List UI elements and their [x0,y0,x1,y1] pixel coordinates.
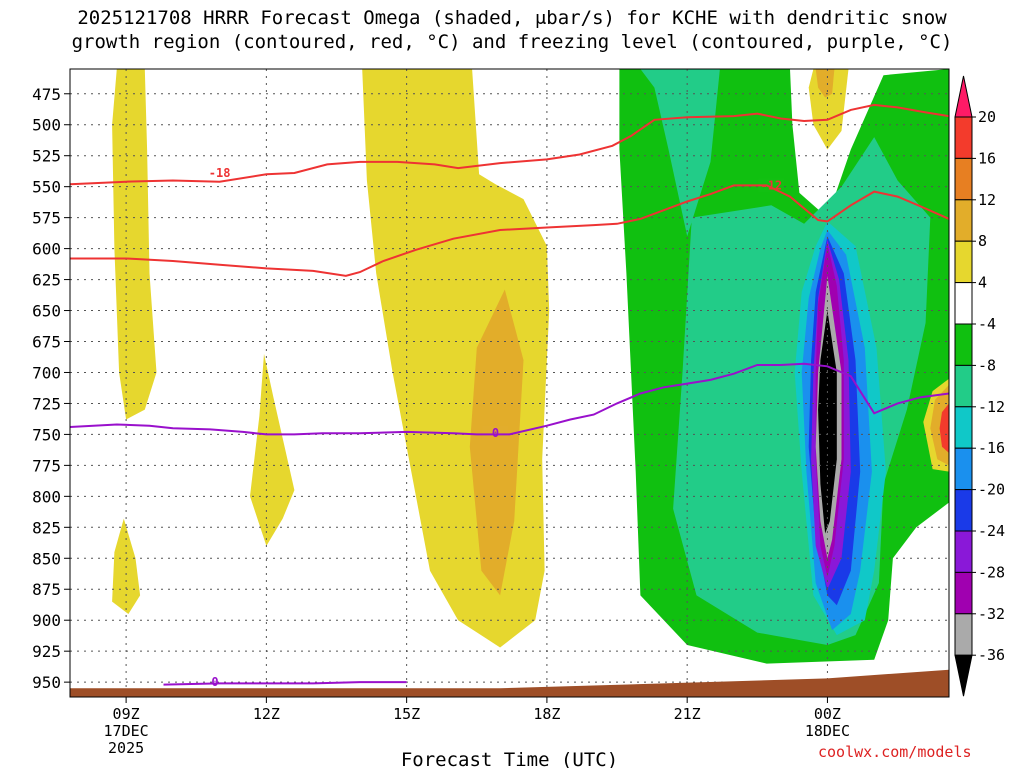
colorbar-label: 12 [978,191,996,209]
x-tick-label: 18Z [533,705,560,723]
colorbar-label: -8 [978,356,996,374]
colorbar-label: -28 [978,563,1005,581]
x-tick-label: 15Z [393,705,420,723]
y-tick-label: 950 [32,673,61,692]
omega-field: -18 -12 0 0 [70,69,949,697]
colorbar-box [954,364,973,408]
omega-region-yellow-ascent-12z [250,353,295,546]
colorbar-label: -12 [978,398,1005,416]
colorbar-label: -32 [978,605,1005,623]
colorbar-box [954,613,973,656]
x-tick-date: 17DEC [104,722,149,740]
omega-region-yellow-ascent-09z [112,69,157,420]
y-tick-label: 550 [32,178,61,197]
x-tick-label: 09Z [113,705,140,723]
colorbar-box [954,157,973,201]
x-tick-date: 18DEC [805,722,850,740]
y-tick-label: 850 [32,549,61,568]
plot-frame [69,68,950,698]
y-tick-label: 675 [32,333,61,352]
y-tick-label: 800 [32,487,61,506]
colorbar-box [954,323,973,366]
colorbar-label: -4 [978,315,996,333]
y-tick-label: 775 [32,456,61,475]
x-tick-label: 21Z [674,705,701,723]
x-tick-label: 12Z [253,705,280,723]
y-tick-label: 500 [32,116,61,135]
colorbar-label: 20 [978,108,996,126]
terrain-fill [70,669,949,697]
y-tick-label: 600 [32,240,61,259]
colorbar-box [954,116,973,159]
y-tick-label: 625 [32,271,61,290]
colorbar-box [954,199,973,242]
colorbar-label: 8 [978,232,987,250]
contour-label: -12 [760,178,782,192]
contour-label: 0 [492,426,499,440]
chart-title-line-1: 2025121708 HRRR Forecast Omega (shaded, … [77,7,947,29]
contour-label: 0 [211,675,218,689]
y-tick-label: 875 [32,580,61,599]
y-tick-label: 650 [32,302,61,321]
colorbar-box [954,571,973,615]
colorbar-bottom-arrow [954,654,973,697]
y-tick-label: 925 [32,642,61,661]
colorbar: 20 16 12 8 4 -4 -8 -12 -16 -20 -24 -28 -32 -36 [954,75,1005,697]
y-axis: 475 500 525 550 575 600 625 650 675 700 725 750 775 8… [32,85,70,692]
x-tick-year: 2025 [108,739,144,757]
colorbar-label: -16 [978,439,1005,457]
contour-0C freezing level surface [163,681,407,686]
colorbar-label: -24 [978,522,1005,540]
omega-region-teal-descent-upper [640,69,720,237]
omega-region-yellow-ascent-00z-top [808,69,849,150]
y-tick-label: 900 [32,611,61,630]
chart-title-line-2: growth region (contoured, red, °C) and f… [71,31,953,53]
contour--12C isotherm [70,184,949,277]
omega-region-orange-ascent-main [469,289,524,596]
y-tick-label: 825 [32,518,61,537]
colorbar-label: 4 [978,274,987,292]
chart-title: 2025121708 HRRR Forecast Omega (shaded, … [0,6,1024,54]
colorbar-label: -36 [978,646,1005,664]
y-tick-label: 700 [32,363,61,382]
x-tick-label: 00Z [814,705,841,723]
y-tick-label: 475 [32,85,61,104]
credit-text: coolwx.com/models [818,743,972,761]
colorbar-box [954,282,973,325]
contour-0C freezing level upper [70,362,949,436]
y-tick-label: 575 [32,209,61,228]
contour-label: -18 [209,166,231,180]
colorbar-label: -20 [978,481,1005,499]
colorbar-box [954,240,973,284]
colorbar-box [954,406,973,449]
y-tick-label: 525 [32,147,61,166]
colorbar-box [954,530,973,573]
contour--18C isotherm [70,103,949,186]
y-tick-label: 725 [32,394,61,413]
omega-region-red-ascent-right [939,403,949,453]
omega-region-orange-ascent-00z-top [815,69,835,98]
x-axis-label: Forecast Time (UTC) [401,749,618,768]
colorbar-top-arrow [954,75,973,118]
colorbar-box [954,489,973,532]
colorbar-label: 16 [978,149,996,167]
colorbar-box [954,447,973,491]
y-tick-label: 750 [32,425,61,444]
